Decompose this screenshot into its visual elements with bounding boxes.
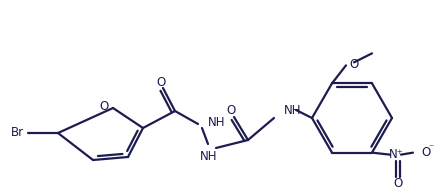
- Text: NH: NH: [284, 104, 301, 116]
- Text: NH: NH: [200, 150, 217, 162]
- Text: O: O: [156, 75, 165, 89]
- Text: O: O: [349, 58, 358, 71]
- Text: NH: NH: [208, 116, 226, 129]
- Text: O: O: [393, 177, 403, 190]
- Text: N⁺: N⁺: [389, 148, 403, 161]
- Text: O: O: [421, 146, 430, 159]
- Text: O: O: [100, 100, 109, 113]
- Text: O: O: [226, 105, 236, 118]
- Text: Br: Br: [11, 127, 24, 139]
- Text: ⁻: ⁻: [428, 144, 433, 154]
